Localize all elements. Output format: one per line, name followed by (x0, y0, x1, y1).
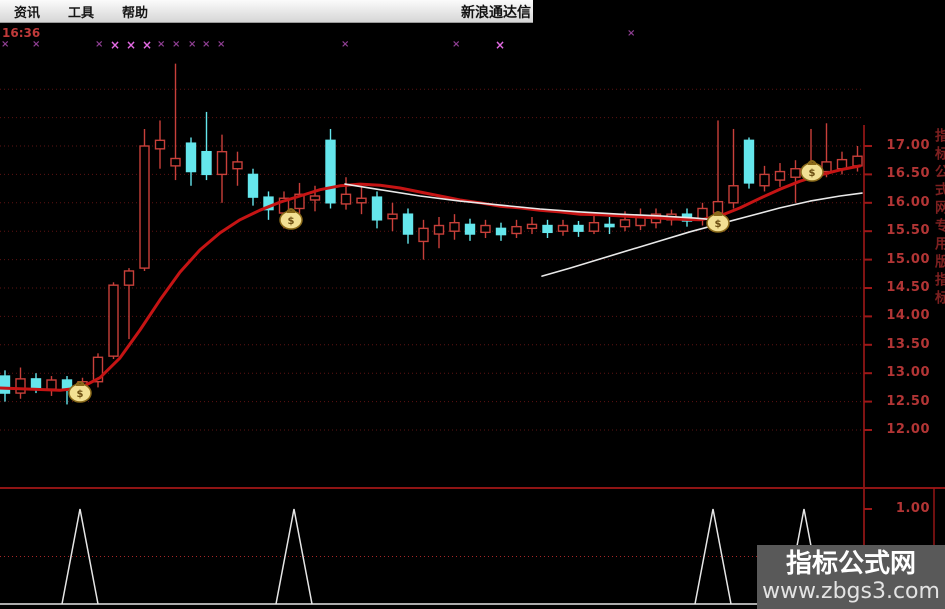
candle-body (712, 200, 724, 214)
candle-body (511, 225, 522, 235)
svg-text:$: $ (809, 168, 816, 179)
candle-body (325, 139, 336, 204)
price-label: 15.00 (886, 251, 930, 267)
candle-body (433, 224, 445, 235)
candle-body (557, 224, 569, 232)
candle-body (480, 224, 491, 234)
candle-body (449, 221, 460, 232)
candle-body (92, 356, 104, 383)
signal-spike (61, 508, 99, 605)
site-watermark: 指标公式网 www.zbgs3.com (757, 545, 945, 609)
candle-body (232, 161, 243, 170)
candle-body (340, 193, 352, 205)
signal-x-marker: × (126, 38, 137, 52)
candle-body (604, 223, 615, 228)
candle-body (728, 185, 739, 204)
money-bag-icon: $ (279, 208, 303, 230)
signal-x-marker: × (32, 39, 41, 50)
candle-body (619, 219, 631, 228)
candle-body (46, 379, 57, 390)
price-label: 13.00 (886, 365, 930, 381)
candle-body (30, 378, 42, 390)
candle-body (542, 224, 553, 234)
candle-body (402, 213, 414, 235)
candle-body (185, 142, 197, 173)
candle-body (418, 227, 429, 243)
menu-item-help[interactable]: 帮助 (122, 5, 149, 21)
candle-body (356, 197, 367, 204)
signal-x-marker: × (495, 38, 506, 52)
signal-spike (275, 508, 313, 605)
price-label: 14.50 (886, 280, 930, 295)
candle-body (263, 196, 274, 211)
candle-body (743, 139, 755, 184)
candle-body (154, 139, 166, 150)
candle-body (247, 173, 259, 198)
menu-bar: 资讯 工具 帮助 新浪通达信 (0, 0, 533, 23)
candle-body (387, 213, 398, 220)
signal-spike (694, 508, 732, 605)
candle-body (108, 284, 119, 357)
candle-body (123, 270, 135, 286)
price-label: 12.50 (886, 393, 930, 409)
price-label: 13.50 (886, 336, 930, 352)
svg-text:$: $ (715, 219, 722, 230)
candle-body (774, 170, 786, 181)
signal-x-marker: × (217, 39, 226, 50)
candle-body (309, 195, 321, 201)
candle-body (371, 196, 383, 221)
svg-text:$: $ (77, 389, 84, 400)
candle-body (139, 145, 150, 269)
money-bag-icon: $ (800, 160, 824, 182)
candle-body (294, 193, 305, 210)
candle-body (790, 168, 801, 178)
price-label: 16.50 (886, 166, 930, 182)
signal-x-marker: × (627, 28, 636, 39)
price-label: 16.00 (886, 194, 930, 210)
signal-x-marker: × (157, 39, 166, 50)
candle-body (588, 221, 600, 232)
ma-line-white-slow (541, 192, 863, 277)
signal-x-marker: × (202, 39, 211, 50)
money-bag-icon: $ (706, 211, 730, 233)
price-label: 17.00 (886, 138, 930, 153)
candle-body (216, 150, 228, 176)
candle-body (821, 161, 832, 173)
menu-item-tools[interactable]: 工具 (68, 5, 95, 21)
signal-x-marker: × (341, 39, 350, 50)
price-label: 12.00 (886, 422, 930, 437)
candle-body (852, 155, 863, 167)
menu-item-news[interactable]: 资讯 (14, 5, 41, 21)
signal-x-marker: × (142, 38, 153, 52)
watermark-url: www.zbgs3.com (762, 579, 940, 604)
price-label: 15.50 (886, 223, 930, 239)
app-title: 新浪通达信 (461, 5, 531, 21)
signal-x-marker: × (110, 38, 121, 52)
clock-label: 16:36 (2, 26, 41, 40)
candle-body (15, 378, 26, 394)
right-watermark-strip: 指标公式网专用版指标 (935, 128, 945, 308)
candle-body (495, 227, 507, 236)
sub-indicator-label: 1.00 (895, 501, 930, 516)
signal-x-marker: × (1, 39, 10, 50)
candle-body (0, 375, 11, 394)
signal-x-marker: × (452, 39, 461, 50)
signal-x-marker: × (95, 39, 104, 50)
candle-body (573, 224, 584, 232)
signal-x-marker: × (188, 39, 197, 50)
candle-body (464, 223, 476, 235)
money-bag-icon: $ (68, 381, 92, 403)
candle-body (526, 223, 538, 230)
ma-line-white-fast (344, 183, 716, 221)
price-label: 14.00 (886, 308, 930, 324)
candle-body (759, 173, 770, 187)
candle-body (201, 150, 212, 176)
svg-text:$: $ (288, 216, 295, 227)
candle-body (170, 157, 181, 167)
watermark-title: 指标公式网 (785, 549, 916, 579)
signal-x-marker: × (172, 39, 181, 50)
